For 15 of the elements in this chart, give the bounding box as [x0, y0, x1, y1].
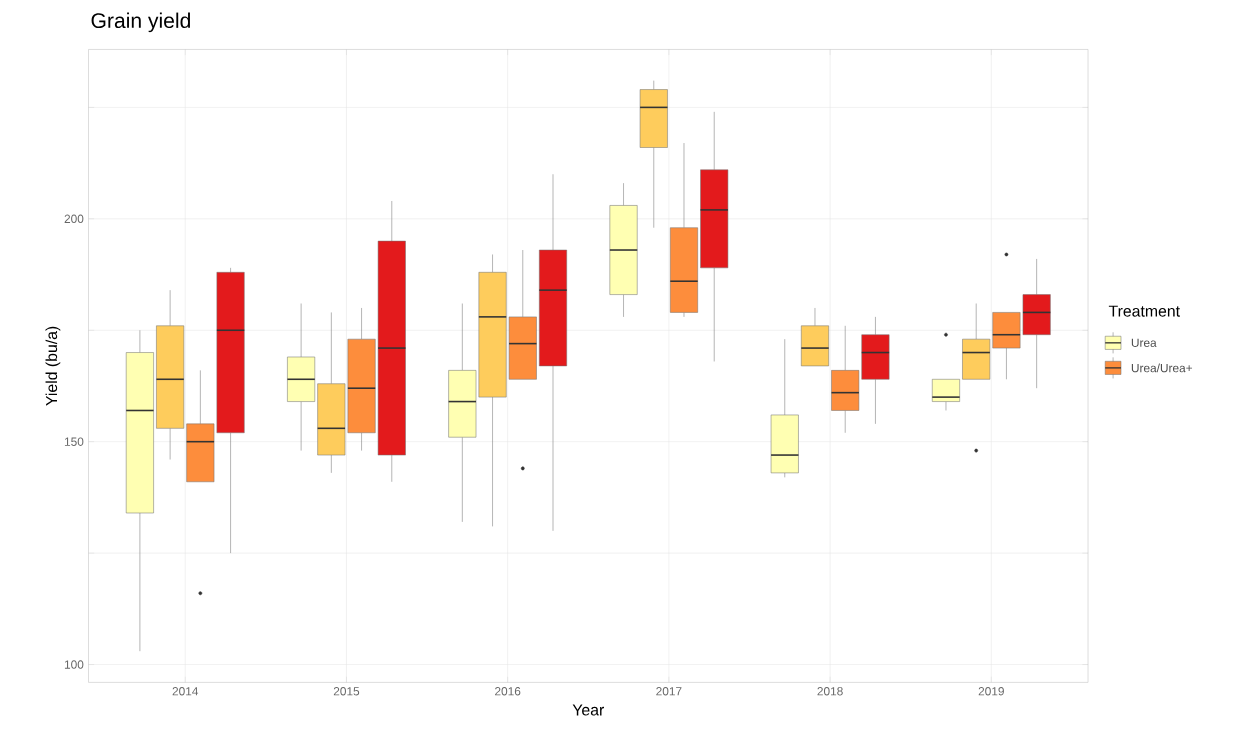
chart-title: Grain yield — [91, 12, 190, 33]
x-tick-label: 2017 — [656, 687, 682, 696]
x-tick-label: 2018 — [817, 687, 843, 696]
legend-label: Urea/Urea+ — [1131, 363, 1193, 373]
x-tick-label: 2015 — [333, 687, 360, 696]
legend-label: Urea — [1131, 338, 1157, 348]
x-tick-label: 2019 — [978, 687, 1004, 696]
y-tick-label: 100 — [64, 660, 84, 669]
y-tick-label: 200 — [64, 214, 84, 224]
x-tick-label: 2016 — [495, 687, 521, 696]
legend-title: Treatment — [1108, 305, 1180, 317]
y-axis-title: Yield (bu/a) — [45, 326, 61, 406]
x-axis-title: Year — [572, 704, 604, 716]
y-tick-label: 150 — [64, 437, 84, 447]
x-tick-label: 2014 — [172, 687, 199, 696]
